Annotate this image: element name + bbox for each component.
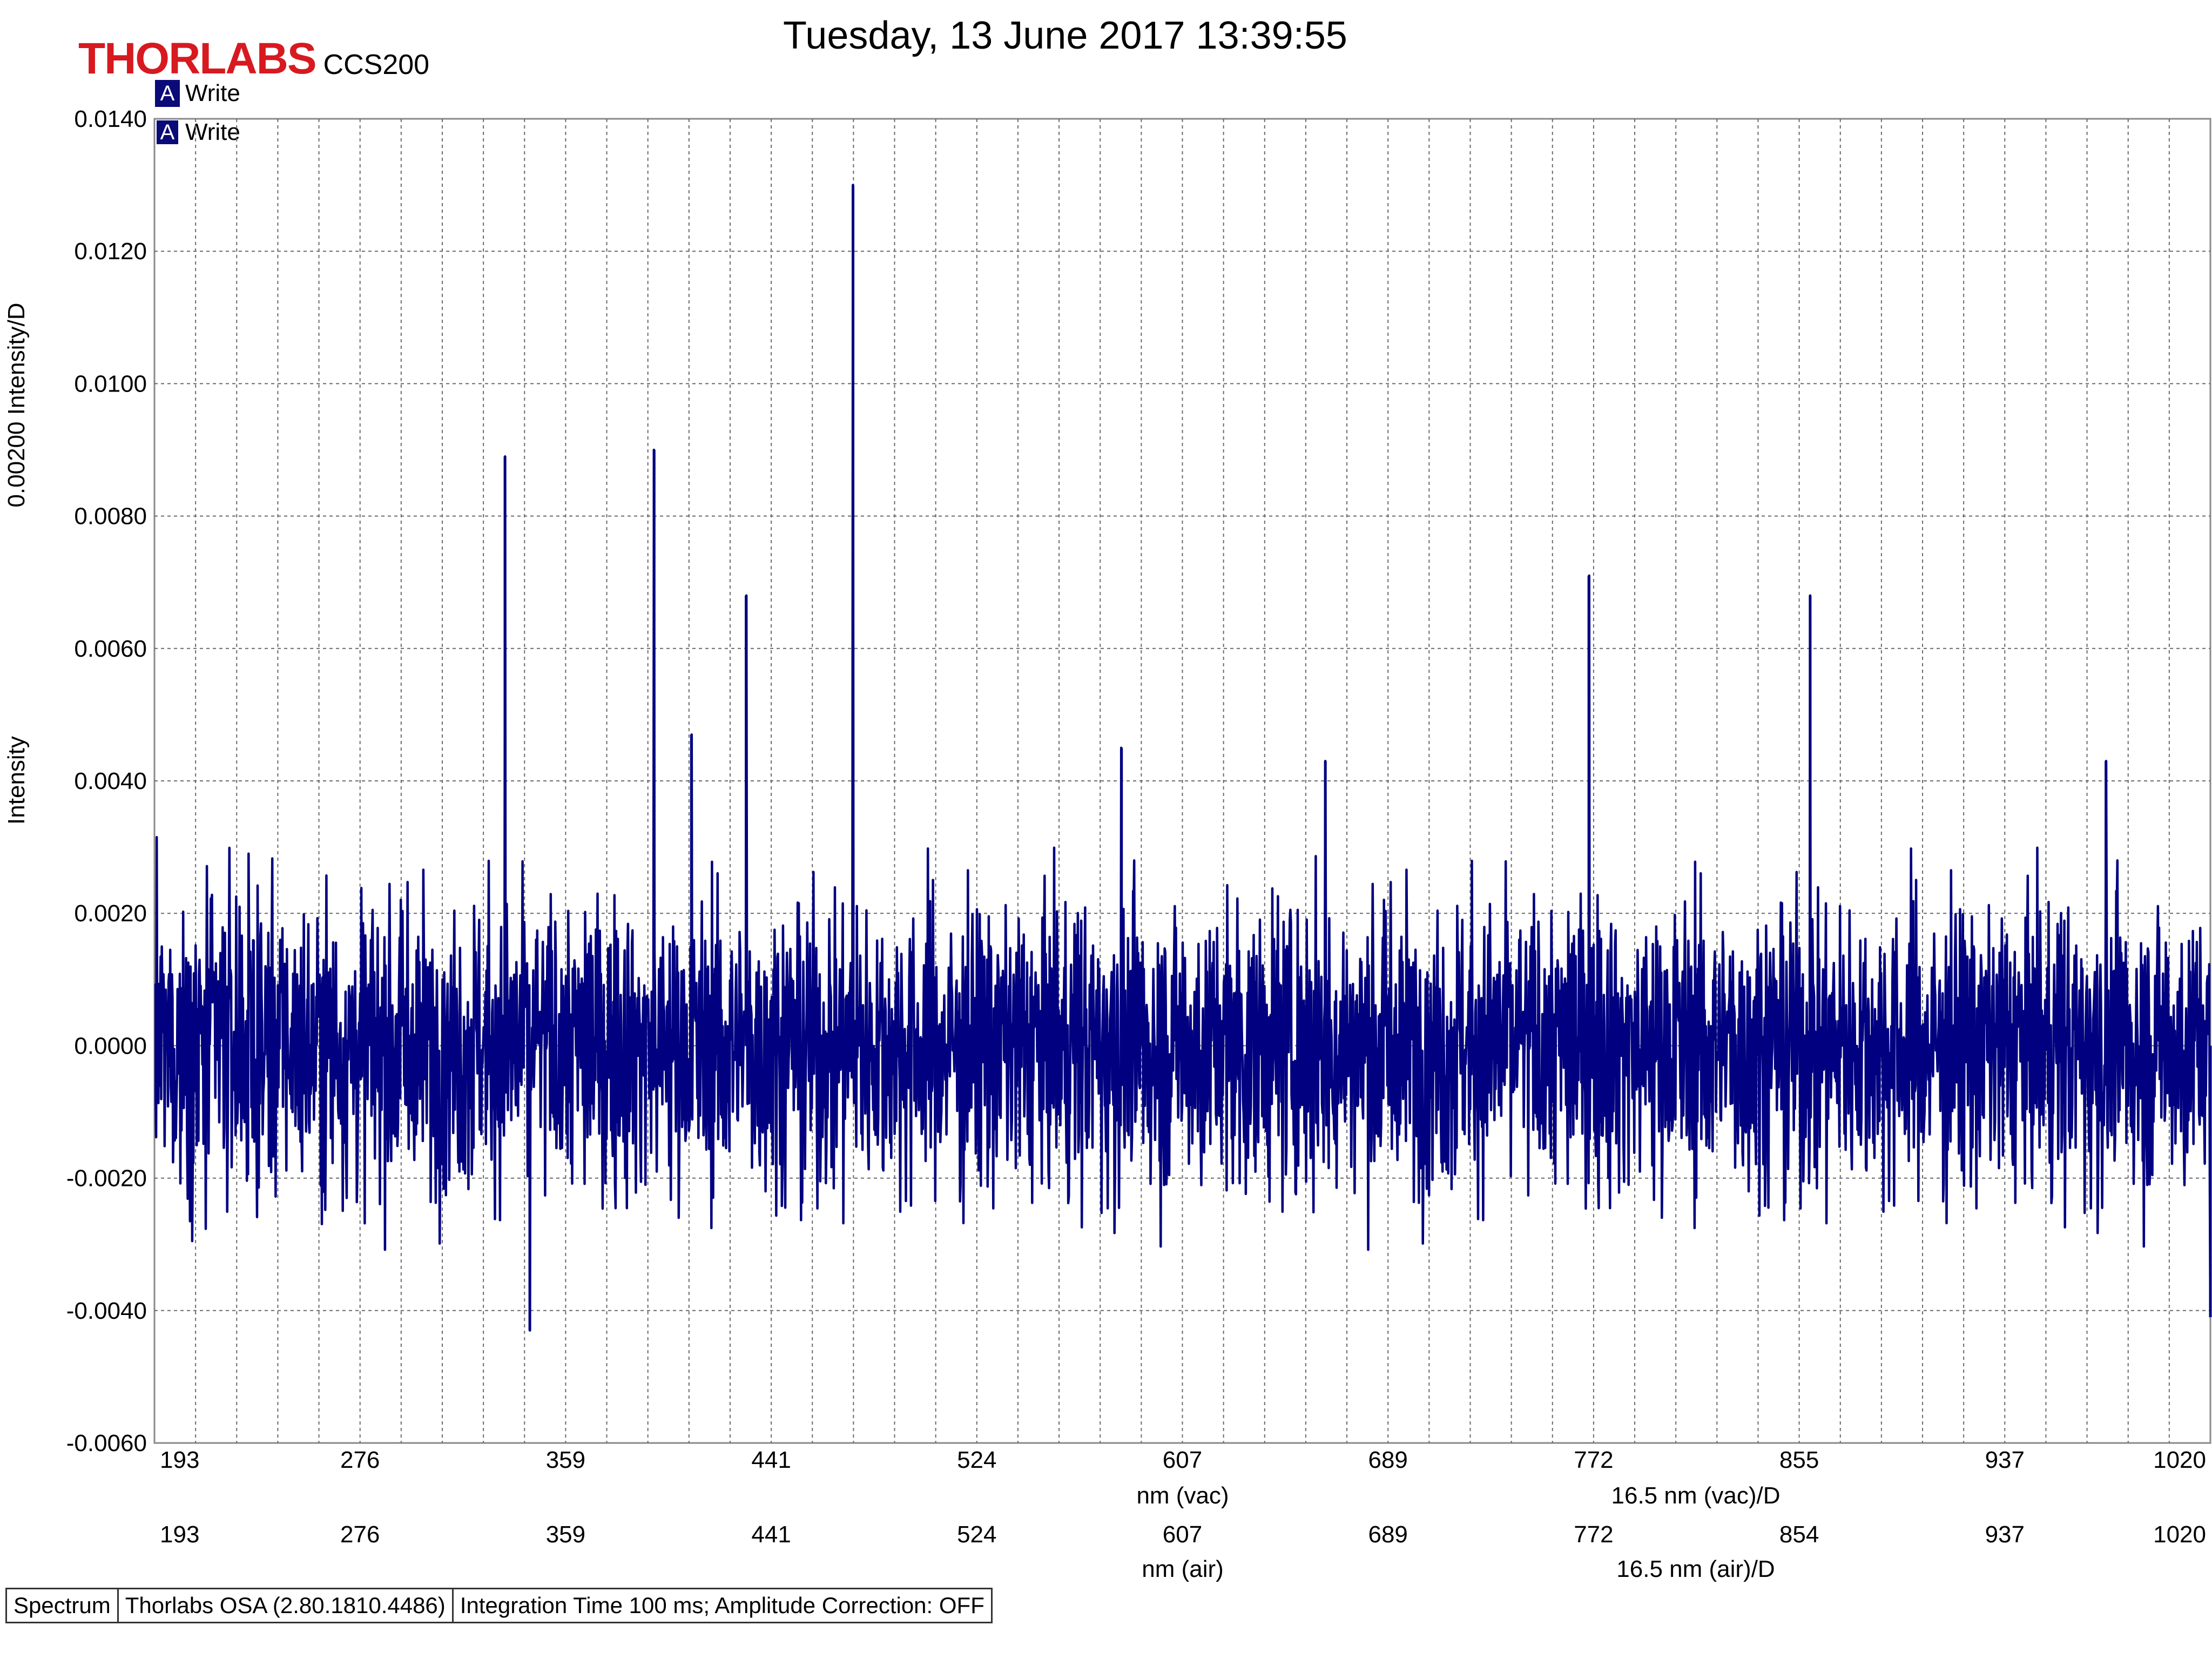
spectrum-trace xyxy=(154,184,2210,1332)
x-tick-label-air: 359 xyxy=(546,1521,585,1548)
trace-a-icon: A xyxy=(155,80,180,107)
legend-item[interactable]: A Write xyxy=(155,119,240,146)
legend-label: Write xyxy=(185,119,240,145)
x-tick-label-vac: 937 xyxy=(1985,1447,2025,1473)
x-tick-label-air: 193 xyxy=(160,1521,199,1548)
y-tick-label: 0.0120 xyxy=(74,238,147,265)
x-tick-label-air: 276 xyxy=(340,1521,380,1548)
device-model: CCS200 xyxy=(323,49,430,80)
x-tick-label-vac: 855 xyxy=(1779,1447,1819,1473)
x-tick-label-vac: 276 xyxy=(340,1447,380,1473)
legend-label: Write xyxy=(185,80,240,106)
y-tick-label: 0.0080 xyxy=(74,503,147,530)
y-tick-label: -0.0040 xyxy=(66,1298,147,1324)
y-axis-division-label: 0.00200 Intensity/D xyxy=(3,302,30,507)
y-axis-label: Intensity xyxy=(3,736,30,825)
x-tick-label-vac: 193 xyxy=(160,1447,199,1473)
y-tick-label: 0.0060 xyxy=(74,636,147,662)
x-axis-label-air: nm (air) xyxy=(1142,1556,1224,1582)
status-bar: Spectrum Thorlabs OSA (2.80.1810.4486) I… xyxy=(5,1588,993,1623)
x-axis-division-label-vac: 16.5 nm (vac)/D xyxy=(1611,1482,1781,1509)
x-tick-label-air: 854 xyxy=(1779,1521,1819,1548)
x-tick-label-air: 1020 xyxy=(2153,1521,2206,1548)
x-tick-label-air: 937 xyxy=(1985,1521,2025,1548)
x-tick-label-air: 689 xyxy=(1368,1521,1407,1548)
status-acquisition-settings: Integration Time 100 ms; Amplitude Corre… xyxy=(451,1588,993,1623)
y-tick-label: 0.0020 xyxy=(74,900,147,927)
status-mode: Spectrum xyxy=(5,1588,119,1623)
x-axis-label-vac: nm (vac) xyxy=(1136,1482,1229,1509)
x-tick-label-vac: 772 xyxy=(1574,1447,1613,1473)
x-tick-label-vac: 1020 xyxy=(2153,1447,2206,1473)
y-tick-label: -0.0020 xyxy=(66,1165,147,1192)
trace-a-icon: A xyxy=(155,119,180,146)
y-tick-label: 0.0100 xyxy=(74,370,147,397)
thorlabs-logo: THORLABS xyxy=(78,34,317,83)
x-tick-label-air: 607 xyxy=(1163,1521,1202,1548)
y-tick-label: 0.0140 xyxy=(74,106,147,132)
legend-item[interactable]: A Write xyxy=(155,80,240,107)
status-software-version: Thorlabs OSA (2.80.1810.4486) xyxy=(117,1588,454,1623)
x-tick-label-air: 772 xyxy=(1574,1521,1613,1548)
x-tick-label-vac: 359 xyxy=(546,1447,585,1473)
x-tick-label-vac: 689 xyxy=(1368,1447,1407,1473)
y-tick-label: 0.0000 xyxy=(74,1033,147,1059)
x-axis-division-label-air: 16.5 nm (air)/D xyxy=(1616,1556,1775,1582)
x-tick-label-vac: 607 xyxy=(1163,1447,1202,1473)
x-tick-label-vac: 441 xyxy=(751,1447,791,1473)
x-tick-label-air: 441 xyxy=(751,1521,791,1548)
brand: THORLABS CCS200 xyxy=(78,16,429,81)
x-tick-label-vac: 524 xyxy=(957,1447,996,1473)
y-tick-label: 0.0040 xyxy=(74,768,147,794)
chart-title: Tuesday, 13 June 2017 13:39:55 xyxy=(783,14,1347,57)
y-tick-label: -0.0060 xyxy=(66,1430,147,1456)
x-tick-label-air: 524 xyxy=(957,1521,996,1548)
